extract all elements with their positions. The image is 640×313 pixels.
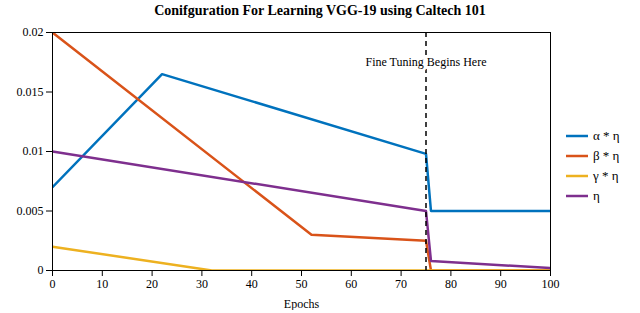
html-text:β * η: β * η [593, 148, 620, 163]
svg-text:0.005: 0.005 [17, 204, 44, 218]
svg-text:20: 20 [146, 277, 158, 291]
svg-text:Fine Tuning Begins Here: Fine Tuning Begins Here [365, 55, 486, 69]
html-text:η: η [593, 188, 600, 203]
svg-text:80: 80 [445, 277, 457, 291]
svg-text:0.01: 0.01 [23, 144, 44, 158]
svg-text:50: 50 [296, 277, 308, 291]
html-text:γ * η: γ * η [593, 168, 619, 183]
svg-text:10: 10 [96, 277, 108, 291]
svg-text:40: 40 [246, 277, 258, 291]
svg-text:0: 0 [38, 263, 44, 277]
svg-text:70: 70 [395, 277, 407, 291]
svg-text:Epochs: Epochs [284, 297, 320, 311]
svg-text:90: 90 [495, 277, 507, 291]
svg-text:0: 0 [50, 277, 56, 291]
html-text:Conifguration For Learning VGG: Conifguration For Learning VGG-19 using … [154, 3, 486, 18]
svg-text:30: 30 [196, 277, 208, 291]
svg-text:100: 100 [542, 277, 560, 291]
html-text:α * η: α * η [593, 128, 620, 143]
svg-text:60: 60 [345, 277, 357, 291]
svg-text:0.02: 0.02 [23, 25, 44, 39]
svg-text:0.015: 0.015 [17, 85, 44, 99]
